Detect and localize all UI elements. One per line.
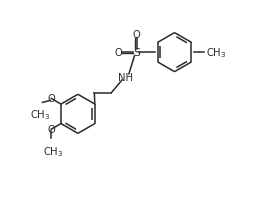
Text: O: O xyxy=(47,94,55,104)
Text: CH$_3$: CH$_3$ xyxy=(206,46,227,60)
Text: CH$_3$: CH$_3$ xyxy=(30,108,51,122)
Text: O: O xyxy=(115,48,123,58)
Text: CH$_3$: CH$_3$ xyxy=(43,144,64,158)
Text: O: O xyxy=(133,30,140,40)
Text: O: O xyxy=(47,125,55,135)
Text: NH: NH xyxy=(118,73,133,82)
Text: S: S xyxy=(133,48,140,58)
